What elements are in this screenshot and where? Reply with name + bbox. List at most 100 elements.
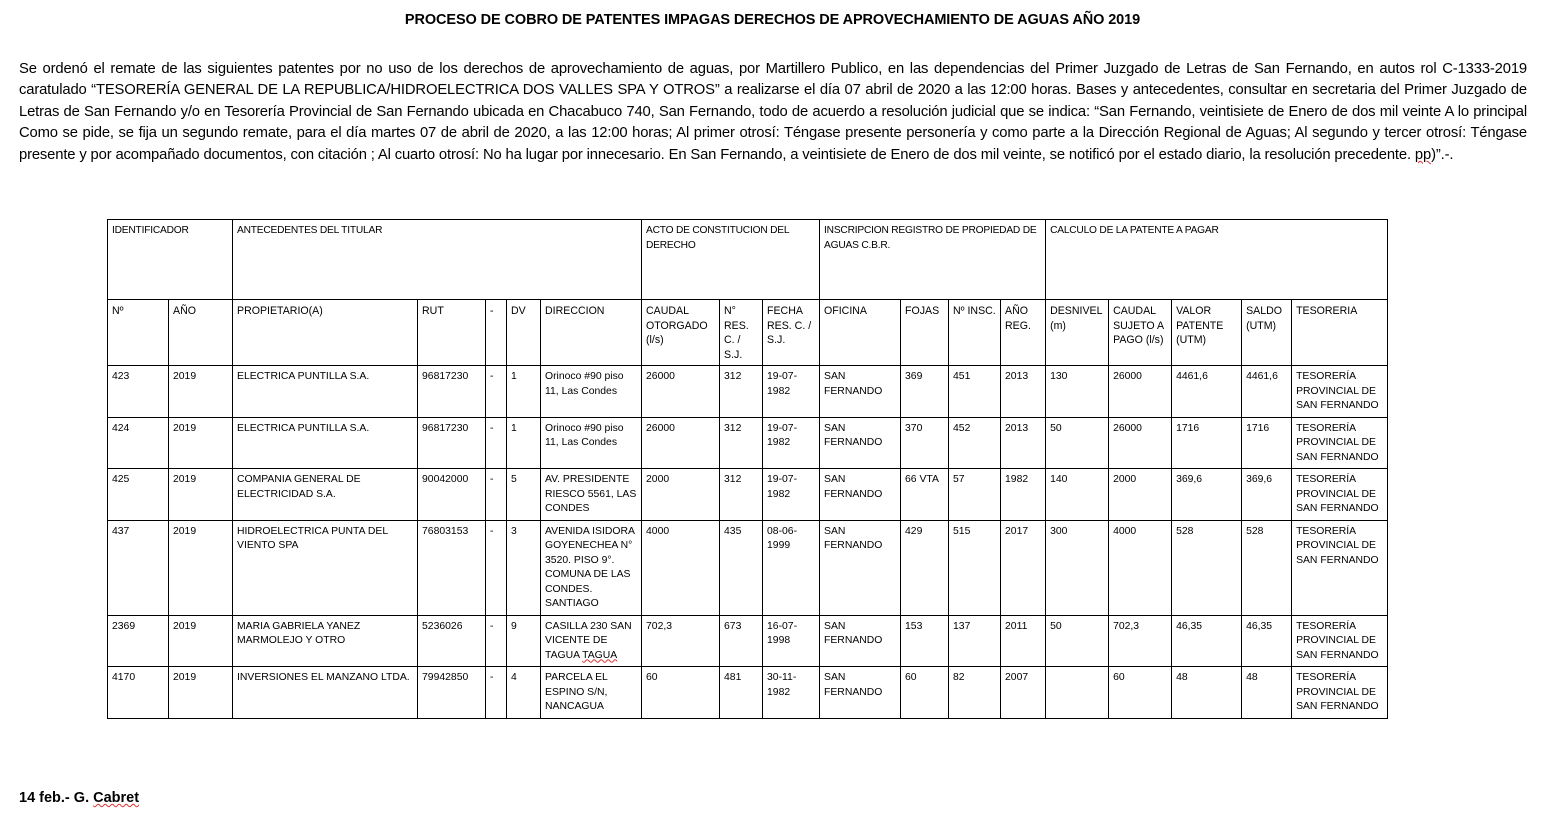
col-header-dash: - bbox=[485, 299, 508, 366]
fecha-res-cell: 19-07-1982 bbox=[762, 416, 821, 469]
caudal-sujeto-cell: 60 bbox=[1108, 666, 1173, 719]
caudal-otorgado-cell: 702,3 bbox=[641, 614, 721, 667]
tesoreria-cell: TESORERÍA PROVINCIAL DE SAN FERNANDO bbox=[1291, 614, 1389, 667]
fecha-res-cell: 30-11-1982 bbox=[762, 666, 821, 719]
desnivel-cell: 50 bbox=[1045, 416, 1110, 469]
oficina-cell: SAN FERNANDO bbox=[819, 468, 902, 521]
table-sub-header-row: Nº AÑO PROPIETARIO(A) RUT - DV DIRECCION… bbox=[107, 299, 1389, 366]
rut-cell: 79942850 bbox=[417, 666, 487, 719]
num-cell: 2369 bbox=[107, 614, 169, 667]
saldo-cell: 46,35 bbox=[1241, 614, 1293, 667]
dv-cell: 1 bbox=[506, 365, 542, 418]
num-cell: 437 bbox=[107, 519, 169, 616]
caudal-otorgado-cell: 60 bbox=[641, 666, 721, 719]
oficina-cell: SAN FERNANDO bbox=[819, 365, 902, 418]
dash-cell: - bbox=[485, 416, 508, 469]
valor-patente-cell: 369,6 bbox=[1171, 468, 1243, 521]
table-row: 424 2019 ELECTRICA PUNTILLA S.A. 96817230-1… bbox=[107, 416, 1389, 469]
table-body: 423 2019 ELECTRICA PUNTILLA S.A. 96817230-1… bbox=[107, 365, 1389, 719]
valor-patente-cell: 46,35 bbox=[1171, 614, 1243, 667]
signature-text: 14 feb.- G. bbox=[19, 790, 94, 806]
oficina-cell: SAN FERNANDO bbox=[819, 416, 902, 469]
col-header-rut: RUT bbox=[417, 299, 487, 366]
dv-cell: 1 bbox=[506, 416, 542, 469]
caudal-otorgado-cell: 4000 bbox=[641, 519, 721, 616]
saldo-cell: 369,6 bbox=[1241, 468, 1293, 521]
anio-reg-cell: 2017 bbox=[1000, 519, 1047, 616]
desnivel-cell: 50 bbox=[1045, 614, 1110, 667]
col-header-tesoreria: TESORERIA bbox=[1291, 299, 1389, 366]
n-insc-cell: 82 bbox=[948, 666, 1002, 719]
dash-cell: - bbox=[485, 468, 508, 521]
col-header-valor-patente: VALOR PATENTE (UTM) bbox=[1171, 299, 1243, 366]
desnivel-cell: 130 bbox=[1045, 365, 1110, 418]
intro-text-part1: Se ordenó el remate de las siguientes pa… bbox=[19, 60, 1527, 163]
group-header-antecedentes: ANTECEDENTES DEL TITULAR bbox=[232, 219, 643, 300]
propietario-cell: MARIA GABRIELA YANEZ MARMOLEJO Y OTRO bbox=[232, 614, 419, 667]
fecha-res-cell: 19-07-1982 bbox=[762, 365, 821, 418]
table-row: 423 2019 ELECTRICA PUNTILLA S.A. 96817230-1… bbox=[107, 365, 1389, 418]
table-row: 437 2019 HIDROELECTRICA PUNTA DEL VIENTO S… bbox=[107, 519, 1389, 616]
anio-reg-cell: 2011 bbox=[1000, 614, 1047, 667]
n-res-cell: 481 bbox=[719, 666, 764, 719]
fojas-cell: 370 bbox=[900, 416, 950, 469]
dv-cell: 5 bbox=[506, 468, 542, 521]
anio-reg-cell: 1982 bbox=[1000, 468, 1047, 521]
col-header-num: Nº bbox=[107, 299, 169, 366]
col-header-anio-reg: AÑO REG. bbox=[1000, 299, 1047, 366]
caudal-otorgado-cell: 26000 bbox=[641, 365, 721, 418]
direccion-cell: Orinoco #90 piso 11, Las Condes bbox=[540, 416, 643, 469]
direccion-cell: CASILLA 230 SAN VICENTE DE TAGUA TAGUA bbox=[540, 614, 643, 667]
col-header-dv: DV bbox=[506, 299, 542, 366]
signature-line: 14 feb.- G. Cabret bbox=[19, 790, 139, 806]
num-cell: 423 bbox=[107, 365, 169, 418]
caudal-otorgado-cell: 26000 bbox=[641, 416, 721, 469]
propietario-cell: ELECTRICA PUNTILLA S.A. bbox=[232, 416, 419, 469]
anio-reg-cell: 2013 bbox=[1000, 416, 1047, 469]
valor-patente-cell: 1716 bbox=[1171, 416, 1243, 469]
n-insc-cell: 451 bbox=[948, 365, 1002, 418]
anio-cell: 2019 bbox=[167, 468, 234, 521]
valor-patente-cell: 4461,6 bbox=[1171, 365, 1243, 418]
fojas-cell: 153 bbox=[900, 614, 950, 667]
fecha-res-cell: 08-06-1999 bbox=[762, 519, 821, 616]
fojas-cell: 60 bbox=[900, 666, 950, 719]
desnivel-cell: 140 bbox=[1045, 468, 1110, 521]
tesoreria-cell: TESORERÍA PROVINCIAL DE SAN FERNANDO bbox=[1291, 666, 1389, 719]
dv-cell: 4 bbox=[506, 666, 542, 719]
signature-misspelled-name: Cabret bbox=[93, 790, 140, 806]
propietario-cell: HIDROELECTRICA PUNTA DEL VIENTO SPA bbox=[232, 519, 419, 616]
intro-misspelled-word: pp bbox=[1414, 146, 1432, 163]
table-row: 4170 2019 INVERSIONES EL MANZANO LTDA. 7994… bbox=[107, 666, 1389, 719]
caudal-sujeto-cell: 4000 bbox=[1108, 519, 1173, 616]
oficina-cell: SAN FERNANDO bbox=[819, 519, 902, 616]
tesoreria-cell: TESORERÍA PROVINCIAL DE SAN FERNANDO bbox=[1291, 519, 1389, 616]
group-header-acto-constitucion: ACTO DE CONSTITUCION DEL DERECHO bbox=[641, 219, 821, 300]
dash-cell: - bbox=[485, 519, 508, 616]
rut-cell: 76803153 bbox=[417, 519, 487, 616]
fecha-res-cell: 16-07-1998 bbox=[762, 614, 821, 667]
direccion-cell: PARCELA EL ESPINO S/N, NANCAGUA bbox=[540, 666, 643, 719]
col-header-caudal-otorgado: CAUDAL OTORGADO (l/s) bbox=[641, 299, 721, 366]
col-header-oficina: OFICINA bbox=[819, 299, 902, 366]
dash-cell: - bbox=[485, 614, 508, 667]
oficina-cell: SAN FERNANDO bbox=[819, 666, 902, 719]
group-header-calculo-patente: CALCULO DE LA PATENTE A PAGAR bbox=[1045, 219, 1389, 300]
anio-reg-cell: 2007 bbox=[1000, 666, 1047, 719]
direccion-cell: AVENIDA ISIDORA GOYENECHEA N° 3520. PISO… bbox=[540, 519, 643, 616]
propietario-cell: ELECTRICA PUNTILLA S.A. bbox=[232, 365, 419, 418]
col-header-fojas: FOJAS bbox=[900, 299, 950, 366]
rut-cell: 96817230 bbox=[417, 365, 487, 418]
valor-patente-cell: 528 bbox=[1171, 519, 1243, 616]
num-cell: 4170 bbox=[107, 666, 169, 719]
num-cell: 424 bbox=[107, 416, 169, 469]
n-res-cell: 312 bbox=[719, 468, 764, 521]
table-header: IDENTIFICADOR ANTECEDENTES DEL TITULAR A… bbox=[106, 219, 1389, 366]
num-cell: 425 bbox=[107, 468, 169, 521]
tesoreria-cell: TESORERÍA PROVINCIAL DE SAN FERNANDO bbox=[1291, 365, 1389, 418]
anio-cell: 2019 bbox=[167, 519, 234, 616]
rut-cell: 5236026 bbox=[417, 614, 487, 667]
n-res-cell: 435 bbox=[719, 519, 764, 616]
dv-cell: 9 bbox=[506, 614, 542, 667]
n-insc-cell: 515 bbox=[948, 519, 1002, 616]
